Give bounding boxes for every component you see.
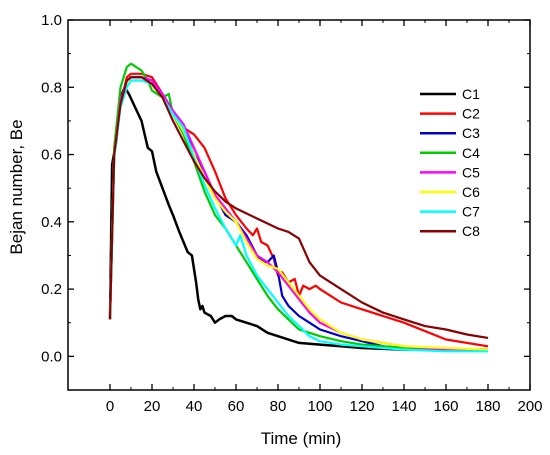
- x-tick-label: 20: [144, 398, 161, 415]
- x-tick-label: 200: [517, 398, 542, 415]
- plot-area-frame: [67, 19, 531, 391]
- y-tick-label: 0.0: [41, 348, 62, 365]
- series-line-c7: [108, 79, 488, 353]
- legend-label-c3: C3: [462, 125, 480, 141]
- legend-label-c7: C7: [462, 204, 480, 220]
- x-tick-label: 0: [106, 398, 114, 415]
- x-tick-label: 80: [270, 398, 287, 415]
- x-tick-label: 100: [307, 398, 332, 415]
- x-tick-label: 180: [475, 398, 500, 415]
- legend-label-c1: C1: [462, 86, 480, 102]
- y-tick-label: 0.2: [41, 281, 62, 298]
- x-tick-label: 60: [228, 398, 245, 415]
- series-line-c5: [108, 76, 488, 351]
- legend-label-c6: C6: [462, 184, 480, 200]
- x-tick-label: 140: [391, 398, 416, 415]
- legend-label-c8: C8: [462, 223, 480, 239]
- y-tick-label: 0.8: [41, 79, 62, 96]
- legend-label-c4: C4: [462, 145, 480, 161]
- y-tick-label: 1.0: [41, 12, 62, 29]
- x-axis-title: Time (min): [261, 429, 342, 448]
- y-axis-title: Bejan number, Be: [7, 119, 26, 254]
- x-tick-label: 120: [349, 398, 374, 415]
- series-line-c2: [108, 72, 489, 348]
- series-line-c3: [108, 76, 488, 351]
- series-line-c8: [108, 76, 489, 339]
- y-tick-label: 0.6: [41, 147, 62, 164]
- legend-label-c5: C5: [462, 164, 480, 180]
- x-tick-label: 160: [433, 398, 458, 415]
- y-tick-label: 0.4: [41, 214, 62, 231]
- legend-label-c2: C2: [462, 106, 480, 122]
- x-tick-label: 40: [186, 398, 203, 415]
- series-line-c1: [108, 86, 488, 351]
- series-line-c6: [108, 79, 489, 351]
